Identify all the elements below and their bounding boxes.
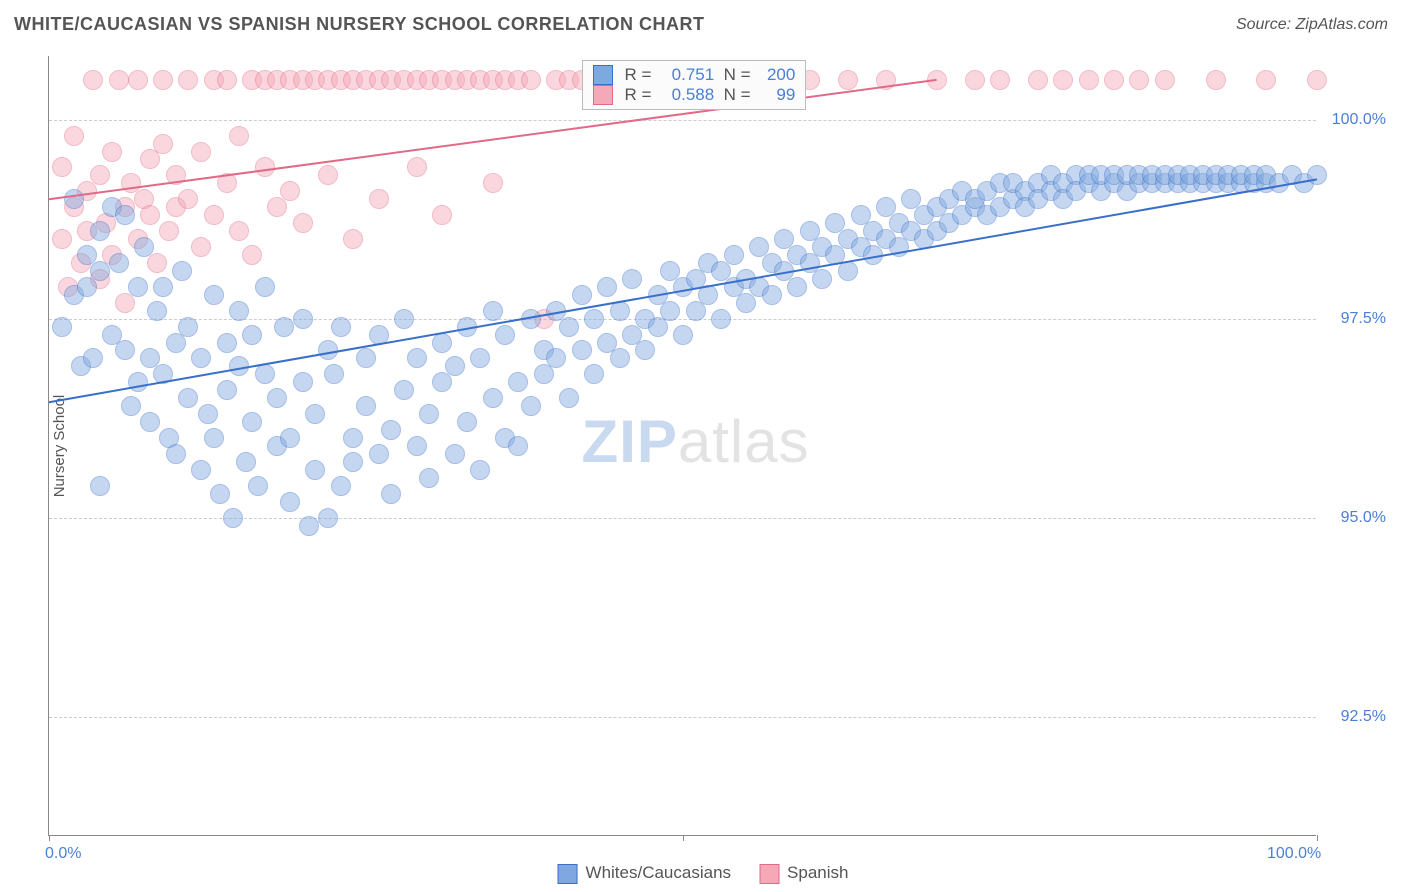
legend-swatch <box>593 65 613 85</box>
scatter-plot-area: 92.5%95.0%97.5%100.0%0.0%100.0%ZIPatlasR… <box>48 56 1316 836</box>
y-tick-label: 100.0% <box>1326 111 1386 129</box>
legend-swatch-pink <box>759 864 779 884</box>
legend-swatch-blue <box>558 864 578 884</box>
correlation-legend: R = 0.751 N = 200R = 0.588 N = 99 <box>582 60 807 110</box>
source-prefix: Source: <box>1236 16 1296 33</box>
legend-bottom: Whites/Caucasians Spanish <box>558 863 849 884</box>
legend-label-whites: Whites/Caucasians <box>586 863 732 882</box>
y-tick-label: 92.5% <box>1326 708 1386 726</box>
chart-title: WHITE/CAUCASIAN VS SPANISH NURSERY SCHOO… <box>14 14 705 35</box>
legend-swatch <box>593 85 613 105</box>
source-attribution: Source: ZipAtlas.com <box>1236 16 1388 34</box>
x-tick-label: 0.0% <box>45 845 81 863</box>
legend-item-spanish: Spanish <box>759 863 848 884</box>
legend-label-spanish: Spanish <box>787 863 848 882</box>
trend-lines <box>49 56 1317 836</box>
y-tick-label: 97.5% <box>1326 310 1386 328</box>
x-tick-mark <box>1317 835 1318 841</box>
legend-stats: R = 0.588 N = 99 <box>625 85 796 105</box>
source-link[interactable]: ZipAtlas.com <box>1296 16 1388 33</box>
legend-item-whites: Whites/Caucasians <box>558 863 732 884</box>
x-tick-label: 100.0% <box>1267 845 1321 863</box>
trend-line <box>49 179 1317 402</box>
y-tick-label: 95.0% <box>1326 509 1386 527</box>
correlation-legend-row: R = 0.588 N = 99 <box>593 85 796 105</box>
legend-stats: R = 0.751 N = 200 <box>625 65 796 85</box>
correlation-legend-row: R = 0.751 N = 200 <box>593 65 796 85</box>
